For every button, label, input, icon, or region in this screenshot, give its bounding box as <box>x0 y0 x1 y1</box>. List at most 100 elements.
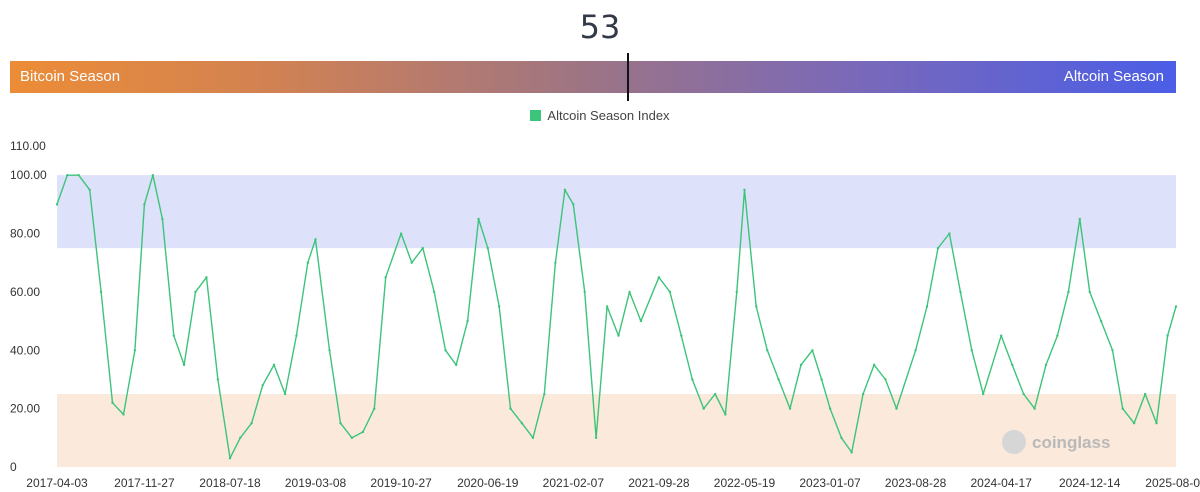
data-point <box>486 246 489 250</box>
y-tick-label: 60.00 <box>10 285 40 299</box>
data-point <box>594 436 598 440</box>
data-point <box>959 290 962 294</box>
data-point <box>399 232 403 235</box>
series-points <box>55 173 1178 460</box>
x-tick-label: 2023-01-07 <box>799 476 861 490</box>
data-point <box>743 188 746 191</box>
legend-label: Altcoin Season Index <box>547 108 670 123</box>
data-point <box>328 349 331 352</box>
data-point <box>216 378 220 381</box>
data-point <box>999 334 1003 337</box>
data-point <box>172 334 175 337</box>
data-point <box>563 188 567 191</box>
altcoin-season-label: Altcoin Season <box>1063 68 1164 85</box>
data-point <box>122 413 125 416</box>
x-tick-label: 2019-03-08 <box>285 476 347 490</box>
data-point <box>914 349 917 352</box>
data-point <box>272 363 276 367</box>
data-point <box>1022 392 1025 396</box>
data-point <box>799 363 803 367</box>
data-point <box>361 430 365 434</box>
x-tick-label: 2021-02-07 <box>543 476 605 490</box>
data-point <box>283 392 287 396</box>
data-point <box>339 422 342 425</box>
data-point <box>314 238 317 241</box>
x-tick-label: 2021-09-28 <box>628 476 690 490</box>
data-point <box>66 173 69 177</box>
bitcoin-season-label: Bitcoin Season <box>20 68 121 85</box>
data-point <box>936 246 940 250</box>
data-point <box>1078 217 1081 221</box>
data-point <box>143 203 146 206</box>
data-point <box>1099 319 1103 323</box>
data-point <box>55 203 59 206</box>
data-point <box>88 188 91 191</box>
data-point <box>639 319 643 323</box>
data-point <box>432 290 436 294</box>
chart-legend[interactable]: Altcoin Season Index <box>0 108 1200 123</box>
data-point <box>531 436 535 440</box>
data-point <box>702 407 705 410</box>
data-point <box>194 290 197 294</box>
data-point <box>872 363 876 367</box>
x-axis-ticks: 2017-04-03 2017-11-27 2018-07-18 2019-03-08… <box>26 476 1200 490</box>
data-point <box>1121 407 1124 410</box>
data-point <box>895 407 898 410</box>
data-point <box>668 290 672 294</box>
data-point <box>133 349 137 352</box>
data-point <box>161 217 164 221</box>
data-point <box>820 378 823 381</box>
data-point <box>811 349 814 352</box>
data-point <box>477 217 480 221</box>
data-point <box>520 422 524 425</box>
data-point <box>583 290 586 294</box>
data-point <box>1056 334 1059 337</box>
data-point <box>1143 392 1147 396</box>
x-tick-label: 2024-12-14 <box>1059 476 1121 490</box>
data-point <box>1155 422 1158 425</box>
data-point <box>1166 334 1169 337</box>
data-point <box>373 407 376 410</box>
data-point <box>948 232 951 235</box>
altcoin-season-chart: 0 20.00 40.00 60.00 80.00 100.00 110.00 2017-0… <box>10 139 1200 490</box>
x-tick-label: 2019-10-27 <box>370 476 432 490</box>
data-point <box>925 305 929 308</box>
x-tick-label: 2023-08-28 <box>885 476 947 490</box>
x-tick-label: 2020-06-19 <box>457 476 519 490</box>
data-point <box>1067 290 1070 294</box>
band-0 <box>57 175 1176 249</box>
data-point <box>306 261 310 264</box>
y-tick-label: 40.00 <box>10 343 40 357</box>
data-point <box>766 349 769 352</box>
data-point <box>605 305 609 308</box>
x-tick-label: 2025-08-06 <box>1145 476 1200 490</box>
data-point <box>261 384 264 387</box>
data-point <box>228 457 232 460</box>
data-point <box>828 407 832 410</box>
band-1 <box>57 394 1176 467</box>
data-point <box>454 363 458 367</box>
data-point <box>250 422 253 425</box>
data-point <box>735 290 738 294</box>
season-bands <box>57 175 1176 467</box>
y-tick-label: 100.00 <box>10 168 47 182</box>
data-point <box>1132 422 1136 425</box>
data-point <box>111 401 114 404</box>
y-tick-label: 20.00 <box>10 402 40 416</box>
data-point <box>497 305 501 308</box>
data-point <box>572 203 575 206</box>
data-point <box>543 392 546 396</box>
y-tick-label: 0 <box>10 460 17 474</box>
data-point <box>981 392 985 396</box>
data-point <box>788 407 792 410</box>
x-tick-label: 2022-05-19 <box>714 476 776 490</box>
y-tick-label: 110.00 <box>10 139 46 153</box>
data-point <box>410 261 413 264</box>
x-tick-label: 2018-07-18 <box>199 476 261 490</box>
data-point <box>1111 349 1114 352</box>
data-point <box>77 173 80 177</box>
data-point <box>850 451 853 454</box>
y-tick-label: 80.00 <box>10 227 40 241</box>
data-point <box>617 334 620 337</box>
data-point <box>724 413 727 416</box>
